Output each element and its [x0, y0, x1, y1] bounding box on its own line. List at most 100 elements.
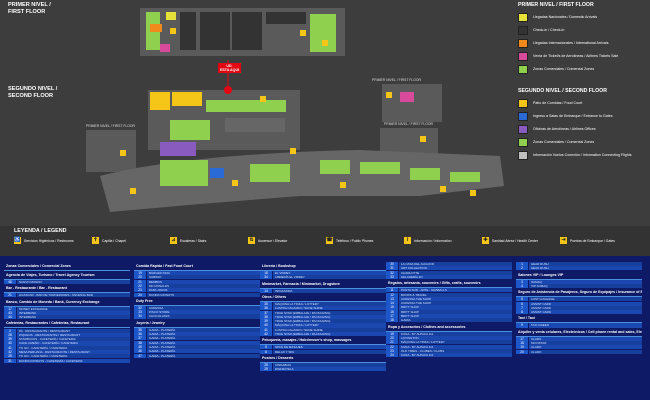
legend-symbol-label: Ascensor / Elevator: [258, 238, 288, 243]
concourse-commercial-zone-4: [360, 162, 400, 174]
directory-row-number: 17: [4, 306, 16, 311]
legend-symbol: ♿ Servicios Higiénicos / Restrooms: [14, 237, 74, 244]
directory-row: 8 ASSIST CARD: [516, 310, 642, 315]
second-floor-title-en: SECOND FLOOR: [8, 93, 54, 99]
directory-row: 23 OLD TIMES - CLUBES / CLUBS: [386, 348, 512, 353]
directory-row-number: 33: [134, 310, 146, 315]
directory-section-header: Cafeterías, Restaurantes / Cafeterías, R…: [4, 319, 130, 329]
directory-row: 28 CINNABON: [260, 362, 386, 368]
legend-symbol: ⇅ Ascensor / Elevator: [248, 237, 287, 244]
directory-row-name: SPAN DE MASAJES: [273, 345, 386, 350]
legend-item-label: Zonas Comerciales / Comercial Zones: [533, 67, 595, 71]
directory-section-header: Salones VIP / Lounges VIP: [516, 270, 642, 280]
directory-row: 5 LOST LUGGAGE: [516, 297, 642, 302]
legend-symbol: ☎ Teléfono / Public Phones: [326, 237, 373, 244]
first-floor-title: PRIMER NIVEL / FIRST FLOOR: [8, 2, 51, 16]
directory-col-5: 1 HEAD RUSH 2 HEAD RUSH Salones VIP / Lounge…: [516, 262, 642, 400]
map-icons: [120, 28, 476, 196]
directory-row-number: 23: [134, 288, 146, 293]
directory-row-name: PAPA JOHNS: [147, 288, 260, 293]
you-are-here-line1: UD.: [226, 64, 233, 68]
directory-row: 4 VIP SUMAQ: [516, 283, 642, 289]
directory-row-name: ILARIA: [399, 318, 512, 323]
directory-row-name: BURGER KING: [147, 271, 260, 276]
directory-row-number: 17: [386, 314, 398, 319]
directory-row-name: KUNA - BY ALPACA 111: [399, 353, 512, 358]
second-floor-title-es: SEGUNDO NIVEL /: [8, 86, 58, 92]
checkin-zone-2: [200, 12, 230, 50]
legend-item-label: Llegadas Internacionales / International…: [533, 41, 609, 45]
directory-row-number: 6: [516, 301, 528, 306]
directory-row-number: 42: [4, 350, 16, 355]
directory-row-number: 16: [386, 309, 398, 314]
directory-row-name: ILARIA - PLATERÍA: [147, 349, 260, 354]
legend-symbol-label: Escaleras / Stairs: [180, 238, 207, 243]
directory-row: 42 MESA PERUANA - RESTAURANTE / RESTAURAN…: [4, 350, 130, 355]
directory-row-name: CLARO: [529, 345, 642, 350]
airline-offices-zone: [160, 142, 196, 156]
legend-item-label: Información Vuelos Conexión / Informatio…: [533, 153, 632, 157]
food-court-zone-2: [172, 92, 202, 106]
directory-row: 22 MC DONALDS: [134, 283, 260, 289]
directory-section-header: Librería / Bookshop: [260, 262, 386, 271]
checkin-zone-4: [266, 12, 306, 24]
directory-row-number: 20: [386, 335, 398, 341]
legend-symbol-icon: ♿: [14, 237, 21, 244]
directory-section-header: Bar - Restaurante / Bar - Restaurant: [4, 284, 130, 294]
first-floor-left-block: [86, 130, 136, 172]
legend-symbol-icon: i: [404, 237, 411, 244]
directory-row-name: INTERBANK: [17, 310, 130, 316]
directory-row: 21 BEMBOS: [134, 279, 260, 284]
legend-symbol: ✚ Sanidad Aérea / Health Center: [482, 237, 538, 244]
directory-row-number: 6: [260, 349, 272, 354]
directory-row-number: 28: [4, 332, 16, 337]
legend-swatch: [518, 124, 528, 134]
directory-row-number: 44: [4, 315, 16, 320]
directory-row-number: 17: [516, 336, 528, 341]
directory-row-name: CLARO: [529, 349, 642, 354]
directory-row-number: 5: [516, 297, 528, 302]
legend-strip-title: LEYENDA / LEGEND: [14, 228, 67, 234]
directory-row-number: 39: [4, 337, 16, 342]
legend-swatch: [518, 137, 528, 147]
directory-row-name: KUNA - BY ALPACA 111: [399, 344, 512, 349]
legend-symbol-icon: ✝: [92, 237, 99, 244]
directory-row-name: HEAD RUSH: [529, 262, 642, 267]
directory-row-number: 20: [134, 275, 146, 280]
directory-row-number: 14: [260, 288, 272, 293]
commercial-directory: Zonas Comerciales / Comercial Zones Agenc…: [0, 256, 650, 400]
directory-row-number: 40: [4, 341, 16, 346]
directory-row-name: CHARLOTTE: [399, 270, 512, 275]
directory-row-number: 28: [260, 362, 272, 368]
directory-section-header: Alquiler y venta celulares, Electrónicos…: [516, 327, 642, 337]
directory-row: 20 SUBWAY: [134, 275, 260, 280]
directory-row-name: KUNA - BY ALPACA 111: [399, 331, 512, 336]
concourse-commercial-zone-2: [250, 164, 290, 182]
directory-row: 47 ILARIA - PLATERÍA: [134, 353, 260, 358]
directory-row-name: BRITT SHOP: [399, 314, 512, 319]
directory-row-number: 5: [260, 345, 272, 350]
directory-row: 46 ILARIA - PLATERÍA: [134, 349, 260, 354]
directory-row-number: 18: [260, 271, 272, 276]
directory-row: 18 EL VIRREY: [260, 271, 386, 276]
directory-row-name: MESA PERUANA - RESTAURANTE / RESTAURANT: [17, 350, 130, 355]
directory-row-number: 38: [260, 314, 272, 319]
directory-row: 20 CLARO: [516, 349, 642, 354]
legend-item: Patio de Comidas / Food Court: [518, 98, 641, 108]
directory-section-header: Seguro de Asistencia de Pasajeros, Segur…: [516, 288, 642, 298]
directory-section-header: Taxi / Taxi: [516, 314, 642, 324]
directory-row: 14 INKAFARMA: [260, 288, 386, 293]
directory-row-name: LUSTRA CALZADO / SHOE SHINE: [273, 306, 386, 311]
directory-row: 34 LIBRERÍA EL VIRREY: [260, 275, 386, 280]
legend-symbol-label: Puertas de Embarque / Gates: [570, 238, 615, 243]
directory-row: 42 TRUE STAR (EMBALAJE / PACKAGING): [260, 332, 386, 337]
legend-item-label: Patio de Comidas / Food Court: [533, 101, 583, 105]
directory-row-name: VIP SUMAQ: [529, 283, 642, 289]
gate-entrance-zone: [210, 168, 224, 178]
directory-row-name: ILARIA - PLATERÍA: [147, 344, 260, 350]
directory-row-name: MÁQUINA LA TINKA / LOTTERY: [273, 323, 386, 328]
directory-row: 12 BOOKS & TRAVEL: [386, 292, 512, 297]
legend-item-label: Venta de Ticket/s de Aerolíneas / Airlin…: [533, 54, 619, 58]
directory-row-name: BRITT SHOP: [399, 309, 512, 314]
directory-row-name: DUNKIN DONUTS - CAFETERÍA / CAFETERIA: [17, 358, 130, 363]
